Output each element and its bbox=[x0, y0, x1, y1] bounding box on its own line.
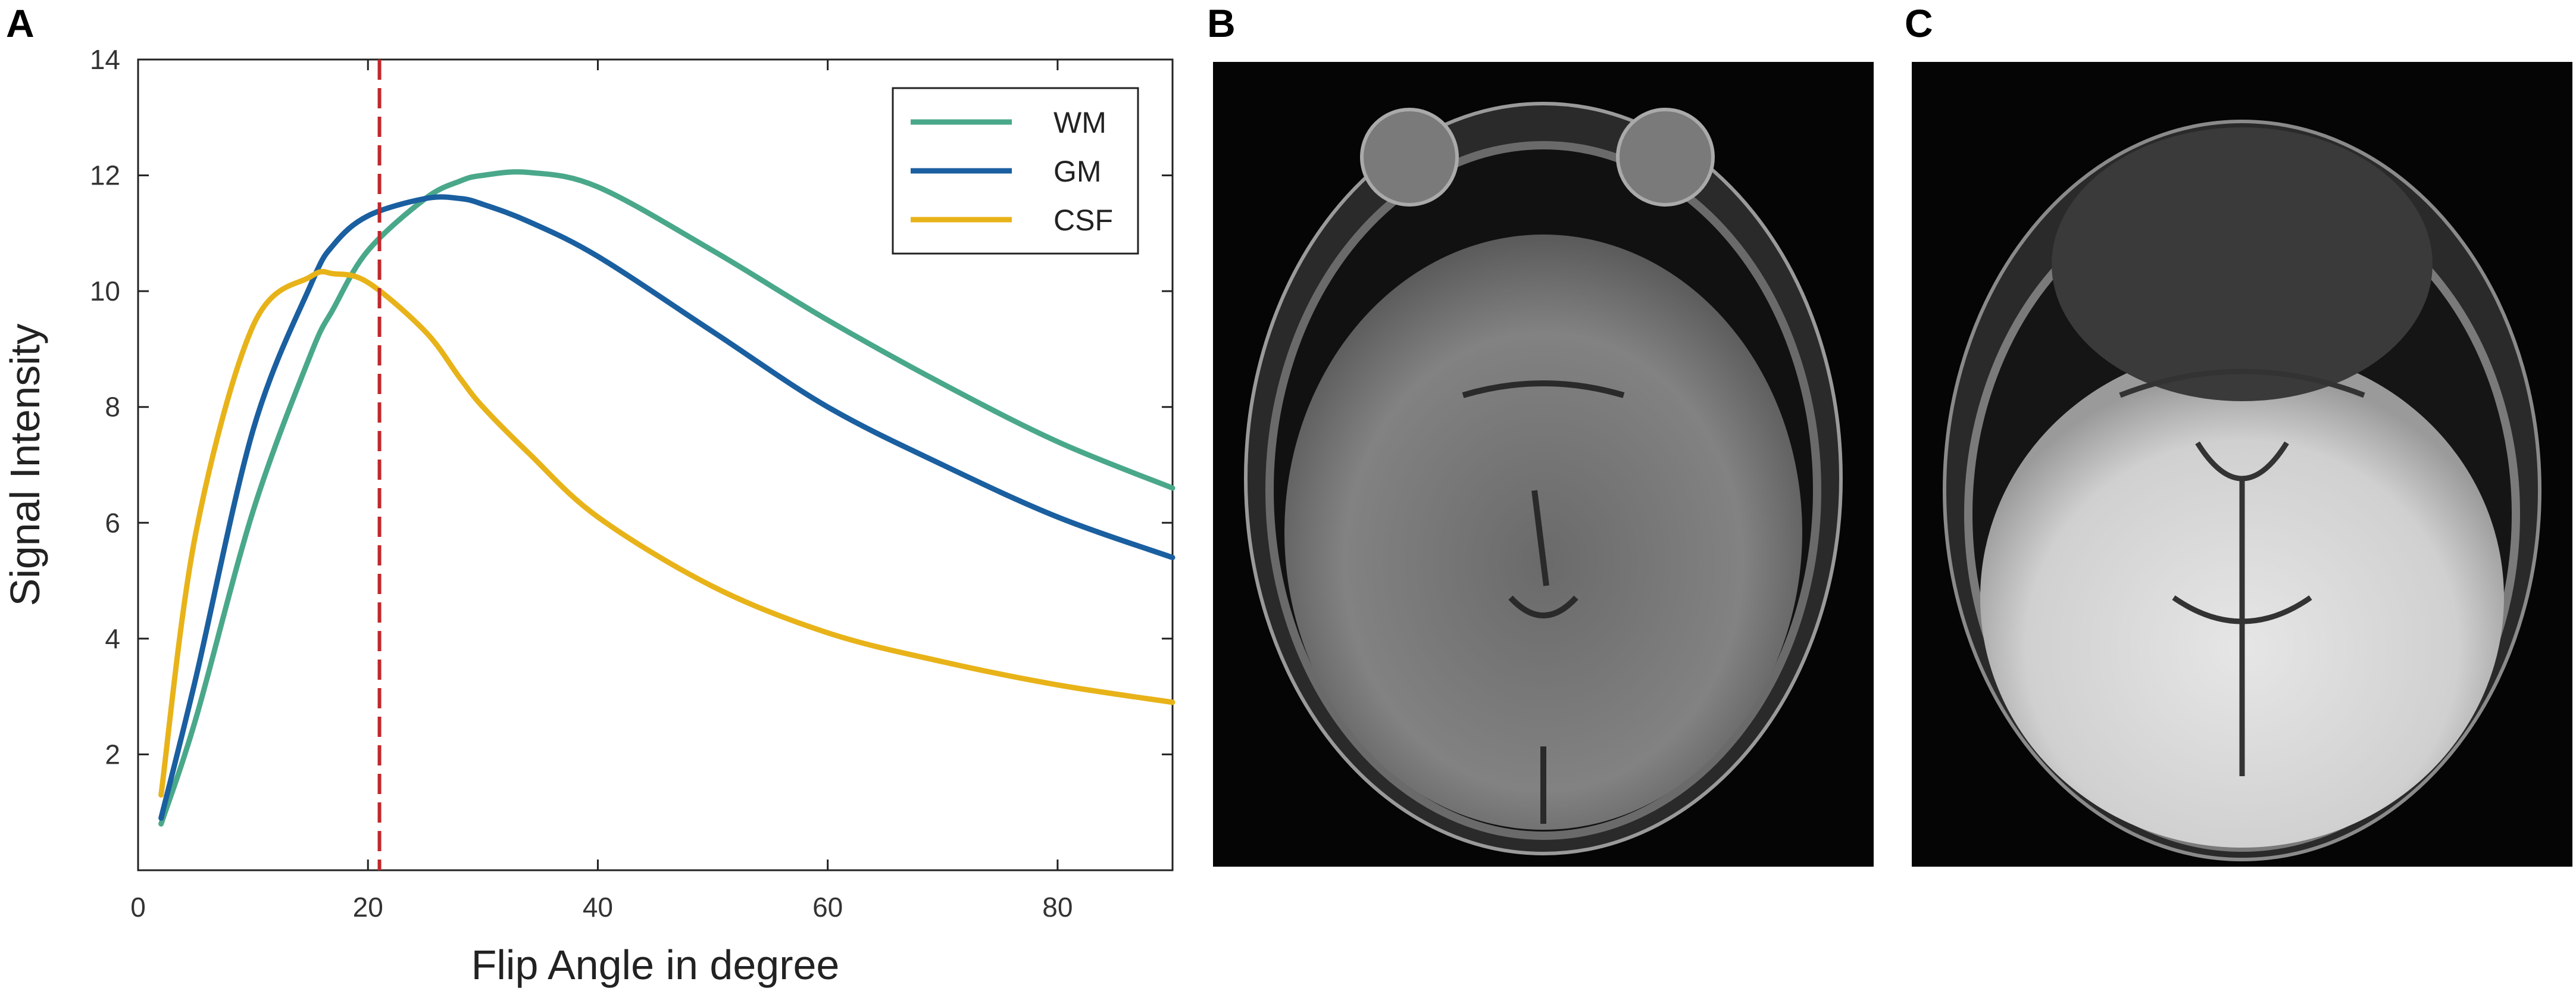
frontal-region bbox=[2052, 127, 2433, 401]
y-axis-title: Signal Intensity bbox=[2, 324, 48, 607]
legend-label-csf: CSF bbox=[1053, 204, 1113, 237]
y-tick-label: 8 bbox=[105, 392, 120, 423]
panel-label-a: A bbox=[6, 1, 35, 45]
x-tick-label: 40 bbox=[583, 892, 613, 923]
plot-frame bbox=[137, 58, 1174, 871]
series-line-csf bbox=[158, 268, 1176, 798]
vessel-marks bbox=[1462, 380, 1625, 824]
y-tick-label: 12 bbox=[90, 160, 120, 191]
y-tick-label: 14 bbox=[90, 44, 120, 75]
brain-region bbox=[1284, 235, 1802, 830]
panel-label-b: B bbox=[1207, 1, 1236, 45]
mri-image-b bbox=[1213, 62, 1874, 867]
x-tick-label: 60 bbox=[812, 892, 843, 923]
series-lines bbox=[158, 169, 1176, 827]
series-line-gm bbox=[158, 194, 1176, 821]
eye-left bbox=[1360, 108, 1459, 207]
legend-label-gm: GM bbox=[1053, 155, 1102, 188]
eye-right bbox=[1616, 108, 1715, 207]
y-tick-label: 6 bbox=[105, 507, 120, 538]
x-axis-title: Flip Angle in degree bbox=[471, 942, 840, 988]
x-tick-label: 20 bbox=[353, 892, 383, 923]
legend: WM GM CSF bbox=[892, 87, 1139, 255]
legend-label-wm: WM bbox=[1053, 106, 1106, 139]
mri-image-c bbox=[1912, 62, 2572, 867]
y-tick-label: 2 bbox=[105, 739, 120, 770]
series-line-wm bbox=[158, 169, 1176, 827]
y-tick-label: 4 bbox=[105, 623, 120, 654]
axis-ticks: 0 20 40 60 80 2 4 6 8 10 12 14 bbox=[90, 44, 1173, 923]
vessel-marks bbox=[2119, 368, 2365, 776]
x-tick-label: 0 bbox=[130, 892, 146, 923]
signal-intensity-chart: 0 20 40 60 80 2 4 6 8 10 12 14 Flip Angle in degree… bbox=[2, 44, 1176, 988]
y-tick-label: 10 bbox=[90, 276, 120, 307]
x-tick-label: 80 bbox=[1042, 892, 1073, 923]
panel-label-c: C bbox=[1905, 1, 1933, 45]
